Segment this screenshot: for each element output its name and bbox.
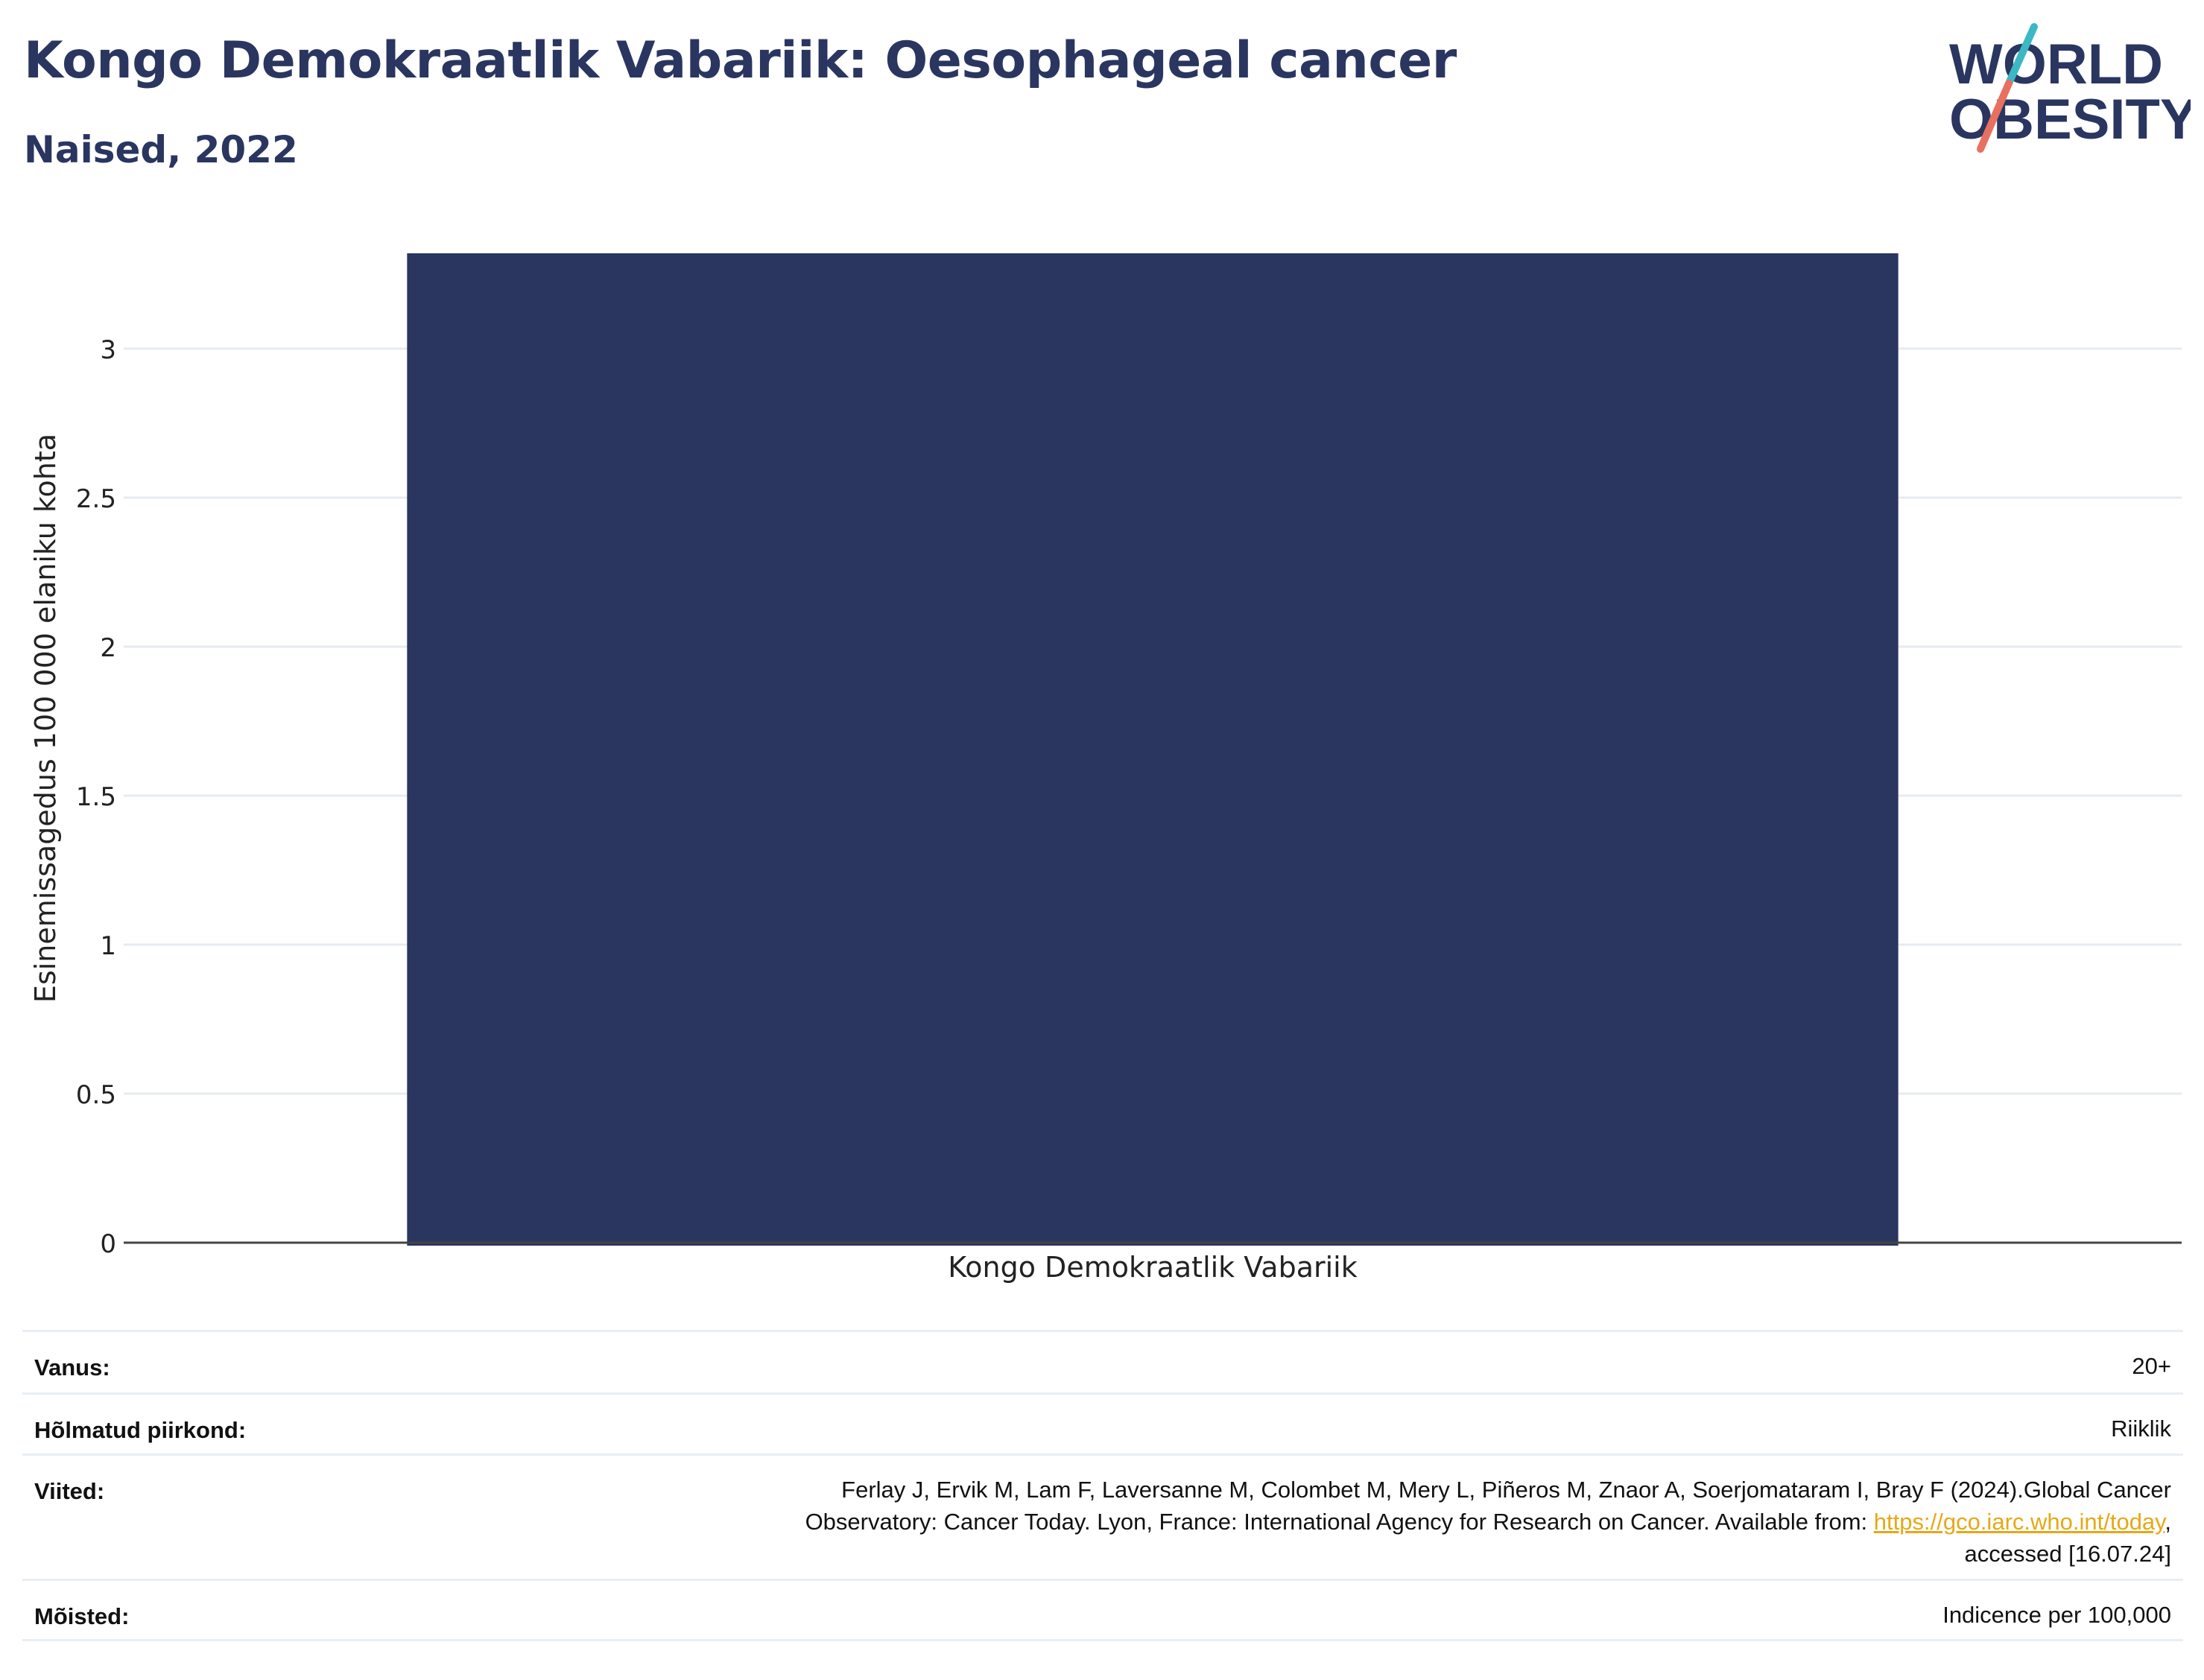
meta-row-age: Vanus: 20+ (22, 1330, 2183, 1392)
logo-slash-top (2005, 23, 2038, 87)
y-tick-label: 2.5 (76, 484, 116, 514)
age-value: 20+ (2132, 1353, 2171, 1379)
world-obesity-logo: WORLD OBESITY (1949, 23, 2191, 153)
y-tick-label: 1 (100, 931, 116, 961)
logo-slash-bottom (1977, 80, 2013, 153)
definitions-label: Mõisted: (34, 1603, 130, 1629)
bar (407, 253, 1899, 1246)
references-line-2-text: Observatory: Cancer Today. Lyon, France:… (805, 1509, 1874, 1535)
bar-chart: 0 0.5 1 1.5 2 2.5 3 Kongo Demokraatlik Vabarii… (29, 253, 2182, 1284)
references-line-1: Ferlay J, Ervik M, Lam F, Laversanne M, … (841, 1477, 2171, 1503)
meta-row-region: Hõlmatud piirkond: Riiklik (22, 1392, 2183, 1454)
y-tick-labels: 0 0.5 1 1.5 2 2.5 3 (76, 335, 116, 1259)
x-tick-label: Kongo Demokraatlik Vabariik (948, 1251, 1358, 1284)
chart-title: Kongo Demokraatlik Vabariik: Oesophageal… (24, 31, 1457, 90)
bars (407, 253, 1899, 1246)
y-tick-label: 0 (100, 1229, 116, 1259)
gco-link[interactable]: https://gco.iarc.who.int/today (1873, 1509, 2165, 1535)
meta-row-references: Viited: Ferlay J, Ervik M, Lam F, Lavers… (22, 1454, 2183, 1579)
region-value: Riiklik (2111, 1416, 2171, 1442)
chart-subtitle: Naised, 2022 (24, 128, 298, 171)
age-label: Vanus: (34, 1354, 110, 1381)
references-value: Ferlay J, Ervik M, Lam F, Laversanne M, … (805, 1474, 2171, 1570)
definitions-value: Indicence per 100,000 (1942, 1602, 2171, 1628)
references-line-3: accessed [16.07.24] (1964, 1541, 2171, 1567)
x-tick-labels: Kongo Demokraatlik Vabariik (948, 1251, 1358, 1284)
y-tick-label: 3 (100, 335, 116, 365)
logo-word-world: WORLD (1949, 33, 2163, 96)
metadata-table: Vanus: 20+ Hõlmatud piirkond: Riiklik Vi… (22, 1330, 2183, 1641)
references-label: Viited: (34, 1478, 105, 1504)
y-tick-label: 2 (100, 633, 116, 663)
y-tick-label: 0.5 (76, 1080, 116, 1110)
y-tick-label: 1.5 (76, 782, 116, 812)
meta-row-definitions: Mõisted: Indicence per 100,000 (22, 1579, 2183, 1641)
region-label: Hõlmatud piirkond: (34, 1417, 247, 1443)
references-line-2-end: , (2165, 1509, 2171, 1535)
y-axis-label: Esinemissagedus 100 000 elaniku kohta (29, 434, 62, 1003)
